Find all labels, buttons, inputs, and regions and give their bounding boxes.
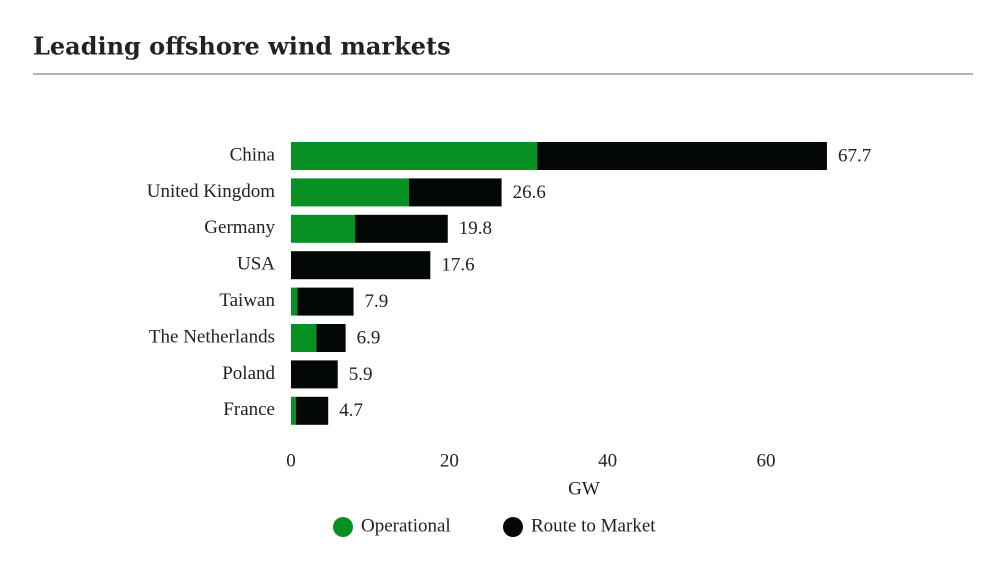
bar-segment bbox=[316, 324, 346, 352]
bar-segment bbox=[291, 396, 296, 425]
x-axis-label: GW bbox=[568, 478, 600, 499]
total-label: 4.7 bbox=[339, 400, 363, 421]
bar-segment bbox=[408, 178, 502, 207]
bar-segment bbox=[295, 396, 329, 425]
total-label: 6.9 bbox=[357, 327, 381, 348]
category-label: Germany bbox=[204, 217, 275, 238]
x-tick-label: 0 bbox=[286, 450, 296, 471]
x-tick-label: 20 bbox=[440, 450, 459, 471]
bar-segment bbox=[291, 324, 317, 352]
total-label: 19.8 bbox=[459, 218, 492, 239]
x-tick-label: 40 bbox=[598, 450, 617, 471]
category-label: China bbox=[230, 144, 276, 165]
total-label: 17.6 bbox=[441, 255, 474, 276]
x-tick-label: 60 bbox=[757, 450, 776, 471]
bar-segment bbox=[355, 214, 448, 243]
total-label: 26.6 bbox=[513, 182, 546, 203]
legend-label: Route to Market bbox=[531, 515, 656, 536]
bar-segment bbox=[291, 251, 431, 280]
legend-swatch bbox=[503, 517, 523, 537]
legend-swatch bbox=[333, 517, 353, 537]
category-label: USA bbox=[237, 254, 275, 275]
legend-label: Operational bbox=[361, 515, 451, 536]
total-label: 5.9 bbox=[349, 364, 373, 385]
category-label: United Kingdom bbox=[147, 181, 275, 202]
category-label: Poland bbox=[222, 363, 275, 384]
total-label: 7.9 bbox=[365, 291, 389, 312]
total-label: 67.7 bbox=[838, 145, 871, 166]
bar-segment bbox=[291, 142, 538, 170]
bar-segment bbox=[291, 178, 409, 207]
bar-segment bbox=[291, 287, 298, 316]
category-label: France bbox=[223, 399, 275, 420]
bar-segment bbox=[537, 142, 827, 170]
bar-segment bbox=[291, 360, 338, 389]
bar-segment bbox=[297, 287, 354, 316]
chart-title: Leading offshore wind markets bbox=[33, 32, 451, 61]
category-label: The Netherlands bbox=[149, 326, 275, 347]
bar-segment bbox=[291, 214, 356, 243]
category-label: Taiwan bbox=[219, 290, 275, 311]
